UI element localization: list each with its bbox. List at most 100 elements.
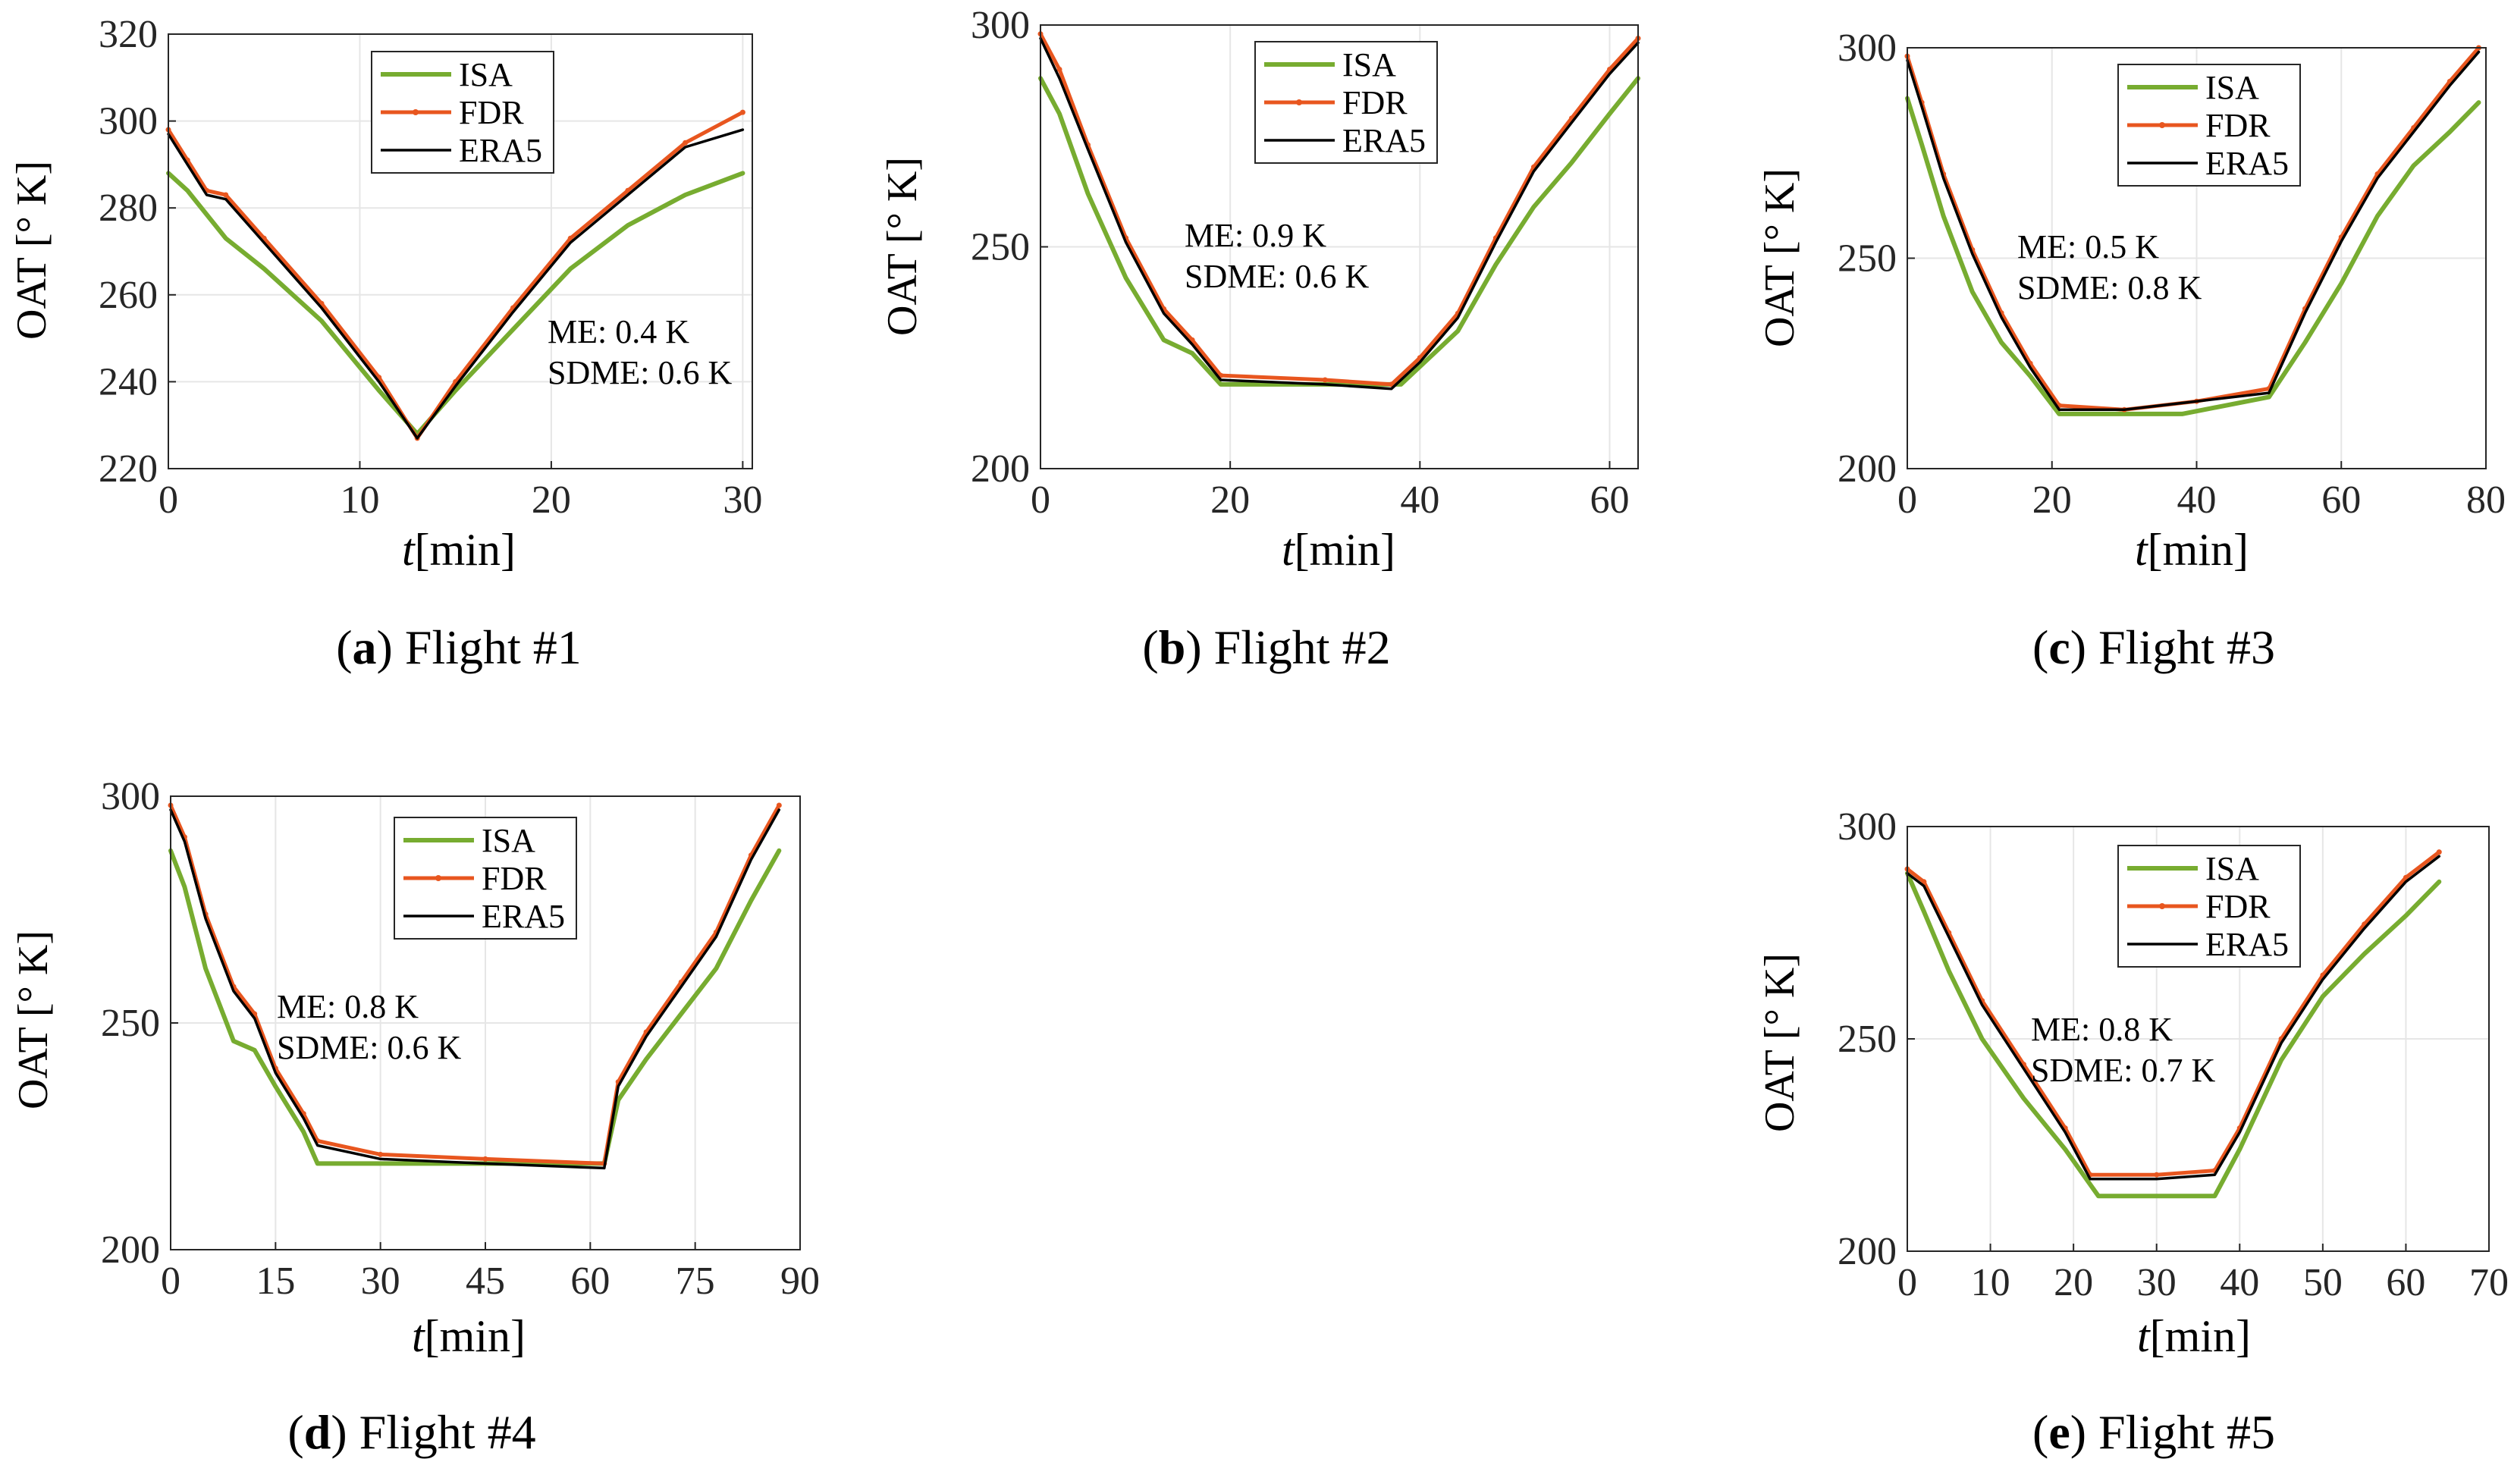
x-tick-label: 15 [256,1260,295,1303]
x-axis-unit: [min] [425,1311,526,1361]
x-tick-label: 40 [2220,1261,2259,1304]
legend-label-fdr: FDR [1342,84,1408,121]
series-line-isa [1905,96,2481,416]
fdr-point [1056,67,1062,72]
series-line-isa [168,848,782,1166]
fdr-point [567,235,573,241]
legend-label-era5: ERA5 [482,898,565,935]
y-tick-label: 250 [971,226,1030,269]
fdr-point [2436,849,2442,855]
legend-label-isa: ISA [459,56,513,93]
x-tick-label: 45 [466,1260,505,1303]
x-axis-unit: [min] [1295,525,1395,575]
caption-text: Flight #1 [405,620,582,674]
fdr-point [1322,377,1328,383]
x-axis-label: t[min] [2135,525,2249,575]
caption-paren-open: ( [2032,1405,2048,1459]
x-tick-label: 20 [532,478,571,522]
annotation-me: ME: 0.5 K [2017,228,2159,265]
legend-marker-fdr [1296,99,1302,105]
x-tick-label: 0 [1897,478,1917,522]
x-tick-label: 20 [1210,478,1250,522]
caption-paren-close: ) [2070,620,2098,674]
annotation-me: ME: 0.4 K [548,313,689,350]
x-tick-label: 60 [1590,478,1629,522]
annotation-sdme: SDME: 0.7 K [2031,1052,2215,1089]
chart-panel-d: 0 15 30 45 60 75 90 200 250 300 OAT [° K] t[min] ISA… [10,775,820,1459]
x-tick-label: 0 [158,478,178,522]
y-tick-label: 250 [1838,237,1897,281]
series-line-era5 [1906,50,2481,412]
x-tick-label: 80 [2466,478,2506,522]
chart-panel-a: 0 10 20 30 220 240 260 280 300 320 OAT [° K] t[min]… [8,13,762,674]
series-line-era5 [1906,855,2441,1181]
x-tick-label: 30 [723,478,762,522]
x-axis-label: t[min] [2137,1311,2251,1361]
x-tick-label: 30 [361,1260,400,1303]
x-axis-unit: [min] [415,525,516,575]
fdr-point [625,187,631,193]
caption-text: Flight #2 [1214,620,1391,674]
x-tick-label: 40 [1400,478,1439,522]
y-tick-label: 300 [1838,27,1897,70]
y-tick-label: 200 [1838,447,1897,491]
caption-text: Flight #4 [359,1405,536,1459]
legend-label-fdr: FDR [482,860,547,897]
x-tick-label: 30 [2137,1261,2177,1304]
x-tick-label: 60 [570,1260,610,1303]
caption-text: Flight #3 [2098,620,2275,674]
panel-caption: (d) Flight #4 [287,1405,535,1459]
panel-caption: (b) Flight #2 [1142,620,1390,674]
caption-label: c [2048,620,2070,674]
fdr-point [482,1156,488,1162]
caption-text: Flight #5 [2098,1405,2275,1459]
caption-label: d [304,1405,331,1459]
caption-paren-close: ) [331,1405,359,1459]
caption-label: a [353,620,377,674]
x-axis-unit: [min] [2148,525,2249,575]
panel-caption: (a) Flight #1 [336,620,582,674]
annotation-sdme: SDME: 0.6 K [277,1029,461,1066]
legend-label-fdr: FDR [459,94,524,131]
x-axis-label: t[min] [1282,525,1395,575]
annotation-me: ME: 0.8 K [277,988,419,1025]
legend-label-era5: ERA5 [2205,145,2289,182]
y-tick-label: 250 [1838,1018,1897,1061]
y-tick-label: 300 [101,775,160,818]
legend-marker-fdr [2159,122,2165,128]
y-tick-label: 200 [1838,1230,1897,1273]
x-tick-label: 40 [2177,478,2217,522]
y-tick-label: 240 [99,360,158,403]
annotation-sdme: SDME: 0.6 K [548,354,732,391]
caption-paren-close: ) [1185,620,1213,674]
x-axis-variable: t [2137,1311,2151,1361]
y-axis-label: OAT [° K] [8,161,55,340]
y-tick-label: 280 [99,187,158,230]
panel-caption: (e) Flight #5 [2032,1405,2275,1459]
annotation-sdme: SDME: 0.8 K [2017,269,2202,306]
series-line-era5 [1039,36,1640,391]
panel-caption: (c) Flight #3 [2032,620,2275,674]
x-tick-label: 50 [2303,1261,2343,1304]
annotation-sdme: SDME: 0.6 K [1185,258,1369,295]
axes-frame [168,33,753,469]
x-axis-variable: t [402,525,416,575]
y-tick-label: 300 [99,100,158,143]
x-axis-label: t[min] [412,1311,526,1361]
legend-label-isa: ISA [2205,850,2259,887]
caption-paren-open: ( [336,620,352,674]
series-line-fdr [1038,32,1640,387]
fdr-point [223,192,229,198]
x-tick-label: 20 [2032,478,2072,522]
x-tick-label: 0 [1031,478,1050,522]
series-line-isa [166,171,745,437]
fdr-point [1921,879,1927,885]
legend-marker-fdr [435,875,441,881]
legend-label-era5: ERA5 [2205,926,2289,963]
x-tick-label: 0 [1897,1261,1917,1304]
caption-paren-open: ( [287,1405,303,1459]
caption-paren-open: ( [1142,620,1158,674]
legend-label-isa: ISA [2205,69,2259,106]
